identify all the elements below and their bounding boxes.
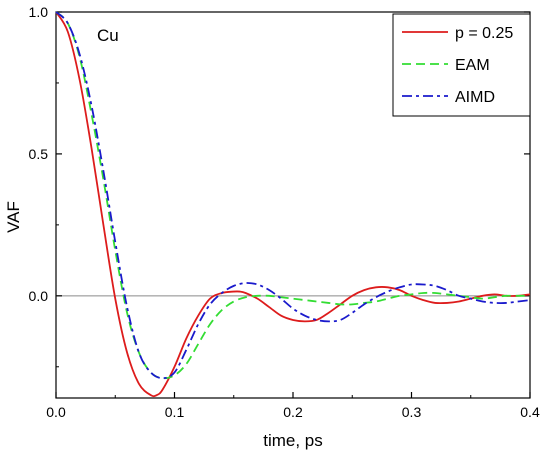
y-tick-label: 1.0 xyxy=(29,4,49,20)
y-axis: 0.0 0.5 1.0 xyxy=(29,4,530,368)
legend: p = 0.25 EAM AIMD xyxy=(392,13,531,117)
x-tick-label: 0.4 xyxy=(520,404,540,420)
x-axis-label: time, ps xyxy=(263,431,323,450)
x-tick-label: 0.0 xyxy=(46,404,66,420)
y-tick-label: 0.5 xyxy=(29,146,49,162)
series-line-p-0-25 xyxy=(55,11,531,398)
material-annotation: Cu xyxy=(97,26,119,45)
x-tick-label: 0.2 xyxy=(283,404,303,420)
legend-label: EAM xyxy=(455,57,490,74)
legend-label: AIMD xyxy=(455,89,495,106)
y-tick-label: 0.0 xyxy=(29,288,49,304)
x-axis: 0.0 0.1 0.2 0.3 0.4 xyxy=(46,392,540,420)
legend-label: p = 0.25 xyxy=(455,25,513,42)
series-layer xyxy=(55,11,531,398)
x-tick-label: 0.1 xyxy=(165,404,185,420)
y-axis-label: VAF xyxy=(4,201,23,233)
series-line-aimd xyxy=(55,11,531,380)
legend-box xyxy=(392,13,531,117)
series-line-eam xyxy=(55,11,530,380)
x-tick-label: 0.3 xyxy=(402,404,422,420)
